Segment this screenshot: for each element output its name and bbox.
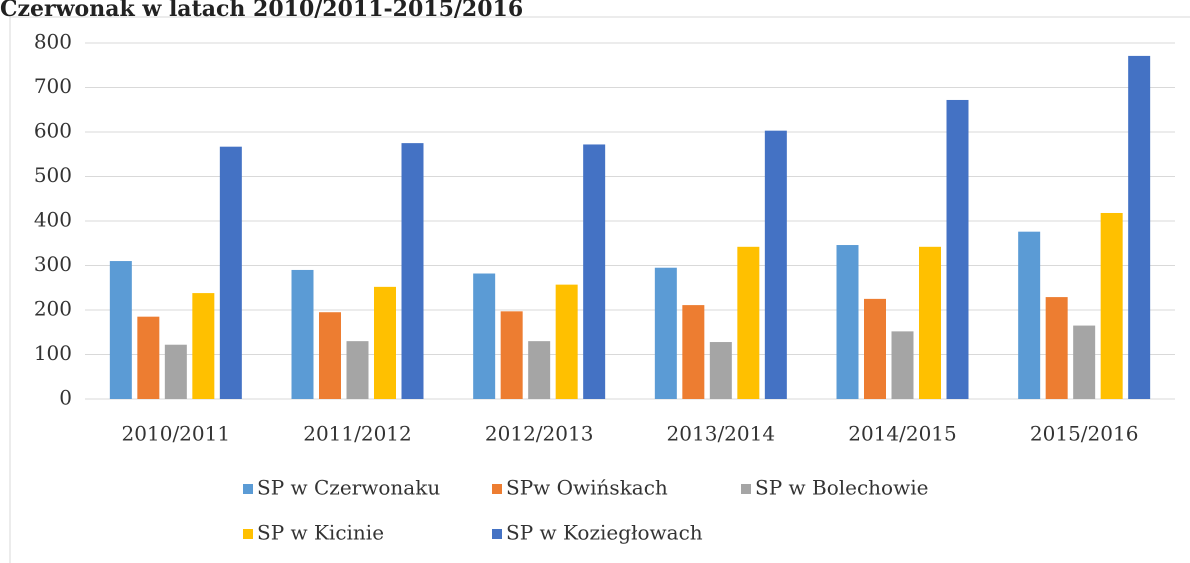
- bar: [1100, 212, 1123, 399]
- legend-label: SP w Kicinie: [257, 521, 384, 545]
- legend-swatch: [741, 484, 751, 494]
- x-tick-label: 2011/2012: [303, 422, 412, 446]
- x-tick-label: 2014/2015: [848, 422, 957, 446]
- bar: [137, 316, 160, 399]
- bar: [764, 130, 787, 400]
- bar: [864, 298, 886, 399]
- bar: [737, 246, 760, 399]
- y-tick-label: 500: [34, 163, 72, 187]
- bar: [219, 146, 242, 399]
- bar: [555, 284, 578, 399]
- legend-swatch: [492, 529, 502, 539]
- x-tick-label: 2010/2011: [122, 422, 231, 446]
- y-tick-label: 800: [34, 30, 72, 54]
- bar: [192, 293, 215, 399]
- bar: [583, 144, 606, 399]
- y-tick-label: 300: [34, 252, 72, 276]
- legend-swatch: [492, 484, 502, 494]
- bar: [709, 342, 732, 399]
- bar: [374, 286, 396, 399]
- y-tick-label: 700: [34, 74, 72, 98]
- bar: [401, 143, 424, 399]
- legend-label: SP w Czerwonaku: [257, 476, 440, 500]
- legend-swatch: [243, 529, 253, 539]
- y-tick-label: 200: [34, 297, 72, 321]
- bar: [291, 269, 314, 399]
- x-tick-label: 2012/2013: [485, 422, 594, 446]
- bar: [1073, 325, 1096, 399]
- y-tick-label: 400: [34, 208, 72, 232]
- bar: [836, 245, 859, 399]
- bar: [1018, 231, 1041, 399]
- bar: [919, 246, 941, 399]
- bar: [891, 331, 914, 399]
- legend-label: SPw Owińskach: [506, 476, 668, 500]
- legend-swatch: [243, 484, 253, 494]
- bar: [946, 99, 969, 400]
- x-tick-label: 2013/2014: [667, 422, 776, 446]
- y-tick-label: 600: [34, 119, 72, 143]
- y-tick-label: 100: [34, 341, 72, 365]
- bar: [654, 267, 677, 399]
- legend-label: SP w Koziegłowach: [506, 521, 703, 545]
- chart-title: Czerwonak w latach 2010/2011-2015/2016: [0, 0, 523, 22]
- bar: [528, 341, 551, 399]
- bar: [109, 261, 132, 399]
- bar: [1128, 55, 1151, 399]
- y-tick-label: 0: [59, 386, 72, 410]
- x-tick-label: 2015/2016: [1030, 422, 1139, 446]
- bar: [1045, 297, 1068, 399]
- bar: [164, 344, 187, 399]
- bar: [500, 311, 523, 399]
- legend-label: SP w Bolechowie: [755, 476, 928, 500]
- bar: [682, 305, 705, 399]
- bar: [346, 341, 369, 399]
- bar: [319, 312, 341, 399]
- bar: [473, 273, 496, 399]
